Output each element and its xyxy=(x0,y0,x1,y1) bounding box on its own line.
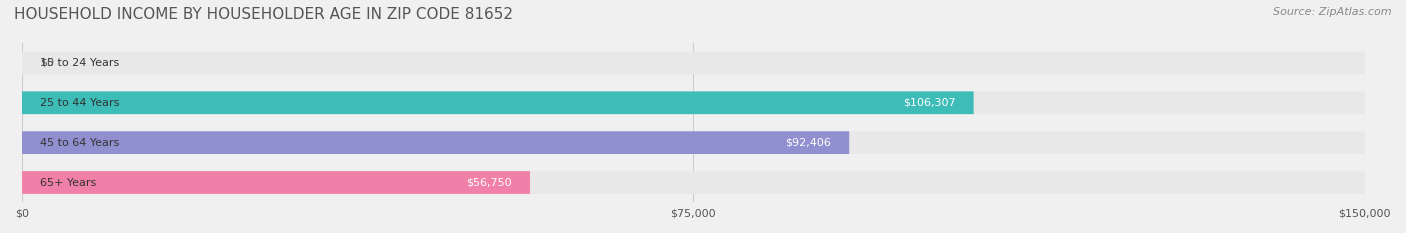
Text: $56,750: $56,750 xyxy=(467,178,512,188)
FancyBboxPatch shape xyxy=(22,171,1365,194)
Text: HOUSEHOLD INCOME BY HOUSEHOLDER AGE IN ZIP CODE 81652: HOUSEHOLD INCOME BY HOUSEHOLDER AGE IN Z… xyxy=(14,7,513,22)
Text: 45 to 64 Years: 45 to 64 Years xyxy=(39,138,120,148)
FancyBboxPatch shape xyxy=(22,51,1365,74)
FancyBboxPatch shape xyxy=(22,171,530,194)
Text: $0: $0 xyxy=(39,58,53,68)
Text: 65+ Years: 65+ Years xyxy=(39,178,96,188)
Text: 15 to 24 Years: 15 to 24 Years xyxy=(39,58,120,68)
Text: $106,307: $106,307 xyxy=(903,98,956,108)
FancyBboxPatch shape xyxy=(22,91,1365,114)
FancyBboxPatch shape xyxy=(22,131,1365,154)
FancyBboxPatch shape xyxy=(22,91,973,114)
FancyBboxPatch shape xyxy=(22,131,849,154)
Text: 25 to 44 Years: 25 to 44 Years xyxy=(39,98,120,108)
Text: $92,406: $92,406 xyxy=(786,138,831,148)
Text: Source: ZipAtlas.com: Source: ZipAtlas.com xyxy=(1274,7,1392,17)
